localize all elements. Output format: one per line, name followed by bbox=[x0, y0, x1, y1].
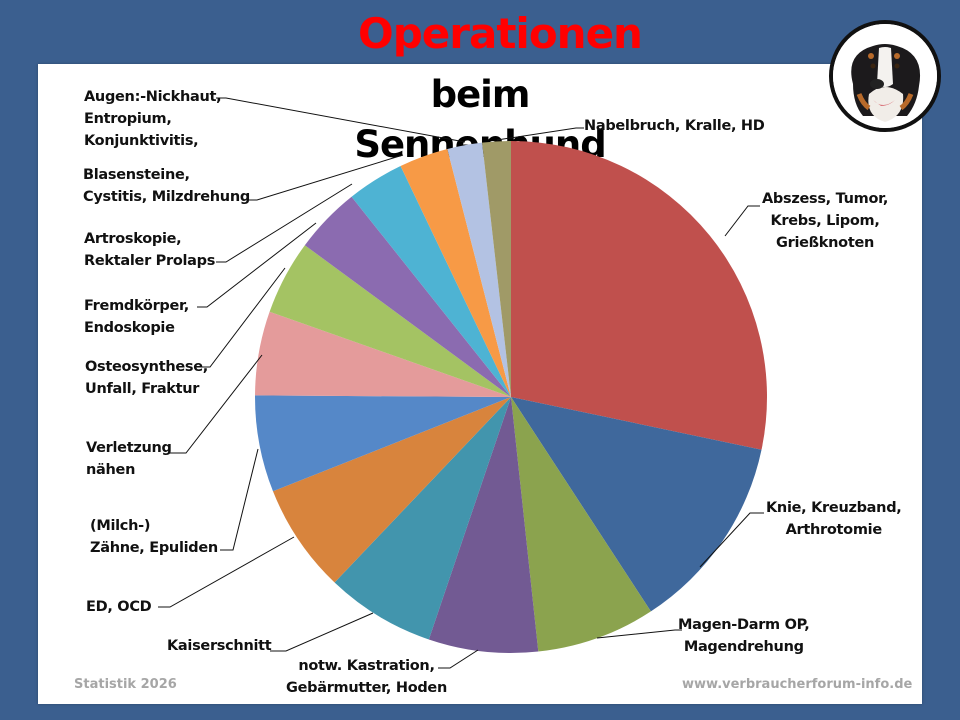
label-nabelbruch: Nabelbruch, Kralle, HD bbox=[584, 118, 765, 134]
footer-website: www.verbraucherforum-info.de bbox=[682, 677, 913, 692]
label-ed-ocd: ED, OCD bbox=[86, 599, 152, 615]
leader-line bbox=[699, 512, 764, 568]
pie-slice bbox=[428, 397, 539, 653]
label-kaiserschnitt: Kaiserschnitt bbox=[167, 638, 272, 654]
label-kastration: notw. Kastration, Gebärmutter, Hoden bbox=[286, 658, 447, 696]
footer-statistik: Statistik 2026 bbox=[74, 677, 177, 692]
pie-slice bbox=[511, 397, 762, 612]
label-zaehne: (Milch-) Zähne, Epuliden bbox=[90, 518, 218, 556]
leader-line bbox=[197, 222, 317, 308]
leader-line bbox=[496, 127, 584, 141]
pie-slice bbox=[272, 397, 511, 583]
label-blasensteine: Blasensteine, Cystitis, Milzdrehung bbox=[83, 167, 250, 205]
leader-line bbox=[220, 448, 259, 551]
leader-line bbox=[200, 267, 286, 368]
pie-slice bbox=[400, 149, 511, 397]
pie-slice bbox=[334, 397, 511, 640]
pie-slice bbox=[511, 141, 768, 450]
label-verletzung: Verletzung nähen bbox=[86, 440, 172, 478]
leader-line bbox=[216, 183, 353, 263]
pie-slice bbox=[269, 245, 511, 397]
pie-slice bbox=[304, 196, 511, 397]
leader-line bbox=[596, 629, 682, 639]
pie-slice bbox=[482, 141, 511, 397]
pie-slice bbox=[511, 397, 651, 652]
leader-line bbox=[438, 649, 479, 669]
pie-slice bbox=[447, 142, 511, 397]
leader-line bbox=[216, 97, 466, 143]
leader-line bbox=[247, 154, 404, 201]
dog-avatar bbox=[829, 20, 941, 132]
label-abszess: Abszess, Tumor, Krebs, Lipom, Grießknote… bbox=[762, 191, 889, 251]
label-augen: Augen:-Nickhaut, Entropium, Konjunktivit… bbox=[84, 89, 222, 149]
label-knie: Knie, Kreuzband, Arthrotomie bbox=[766, 500, 902, 538]
dog-face-icon bbox=[833, 24, 937, 128]
leader-line bbox=[270, 612, 374, 652]
pie-slice bbox=[255, 395, 511, 492]
leader-line bbox=[724, 205, 760, 237]
label-osteosynthese: Osteosynthese, Unfall, Fraktur bbox=[85, 359, 208, 397]
label-magen: Magen-Darm OP, Magendrehung bbox=[678, 617, 810, 655]
leader-line bbox=[170, 354, 263, 454]
label-artroskopie: Artroskopie, Rektaler Prolaps bbox=[84, 231, 216, 269]
label-fremdkoerper: Fremdkörper, Endoskopie bbox=[84, 298, 189, 336]
chart-title: Operationen bbox=[358, 9, 643, 58]
leader-line bbox=[158, 536, 295, 608]
pie-slice bbox=[255, 311, 511, 397]
pie-slice bbox=[351, 166, 511, 397]
